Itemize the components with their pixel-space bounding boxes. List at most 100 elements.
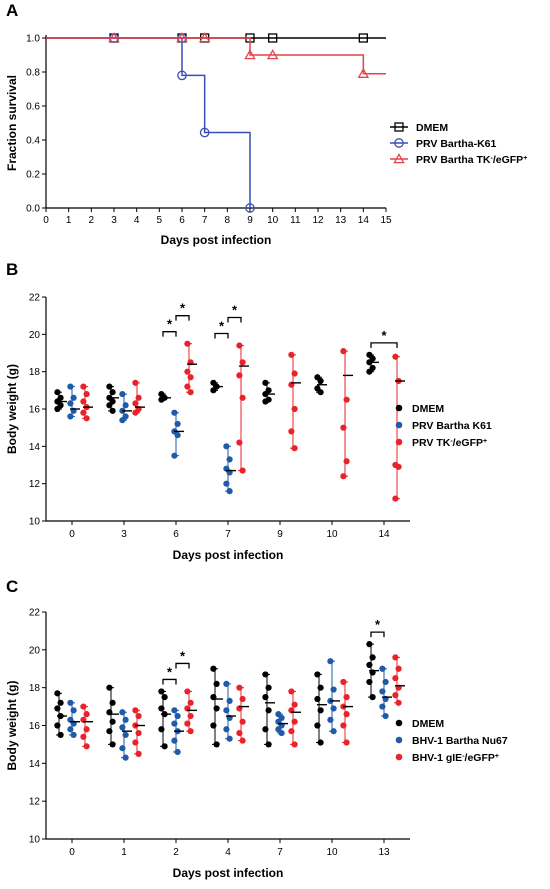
data-point [239,737,246,744]
y-tick-label: 0.8 [26,68,40,79]
x-tick-label: 2 [173,847,179,858]
data-point [184,688,191,695]
panel-b-letter: B [6,260,18,279]
panel-a-survival-chart: A0 1 2 3 4 5 6 7 8 9 10 11 12 13 14 150.00.20.40.60.81.… [5,1,527,247]
data-point [174,420,181,428]
data-point [330,686,337,693]
y-axis-title: Body weight (g) [5,364,19,454]
significance-bracket [162,331,177,337]
data-point [262,398,269,405]
data-point [291,701,298,708]
data-point [239,359,246,366]
legend-marker [395,753,403,761]
data-point [132,409,139,416]
legend-marker [395,736,403,744]
data-point [236,729,243,737]
data-point [262,726,269,733]
data-point [340,678,347,686]
significance-star: * [381,328,387,343]
x-axis-title: Days post infection [173,866,284,880]
x-tick-label: 0 [69,847,75,858]
significance-star: * [167,317,173,332]
data-point [54,722,61,729]
x-tick-label: 15 [380,215,392,226]
y-tick-label: 14 [29,442,41,453]
data-point [70,707,77,714]
x-tick-label: 6 [179,215,185,226]
data-point [366,678,373,686]
data-point [291,370,298,377]
data-point [395,463,402,470]
data-point [262,694,269,701]
significance-bracket [175,315,190,321]
data-point [291,445,298,452]
data-point [187,389,194,396]
x-tick-label: 7 [202,215,208,226]
data-point [379,688,386,695]
data-point [392,495,399,502]
y-tick-label: 0.4 [26,136,40,147]
y-tick-label: 10 [29,517,41,528]
data-point [184,383,191,390]
data-point [265,707,272,714]
data-point [366,661,373,669]
data-point [392,692,399,699]
data-point [226,456,233,463]
x-tick-label: 9 [247,215,253,226]
data-point [210,722,217,729]
legend-marker [395,438,403,446]
data-point [213,705,220,712]
data-point [158,726,165,733]
data-point [288,351,295,358]
survival-marker [108,32,120,43]
data-point [83,415,90,422]
x-tick-label: 7 [277,847,283,858]
series-prv-bartha-k61 [46,33,255,213]
legend-marker [395,421,403,429]
data-point [210,665,217,672]
data-point [54,690,61,697]
x-tick-label: 4 [225,847,231,858]
survival-marker [199,127,210,138]
significance-star: * [180,648,186,663]
data-point [171,452,178,459]
data-point [109,718,116,725]
data-point [106,402,113,409]
data-point [80,733,87,740]
x-axis-title: Days post infection [173,548,284,562]
x-tick-label: 10 [326,529,338,540]
data-point [70,731,77,739]
y-axis-title: Body weight (g) [5,681,19,771]
data-point [135,712,142,720]
data-point [132,739,139,746]
significance-star: * [167,664,173,679]
series-dmem [54,641,379,750]
data-point [317,684,324,691]
y-tick-label: 16 [29,721,41,732]
data-point [343,739,350,746]
data-point [67,413,74,420]
data-point [239,695,246,703]
significance-star: * [180,301,186,316]
data-point [343,396,350,403]
data-point [382,678,389,686]
data-point [239,394,246,401]
legend-label: BHV-1 Bartha Nu67 [412,735,508,747]
significance-bracket [162,678,177,685]
data-point [317,707,324,714]
data-point [132,400,139,407]
data-point [317,389,324,396]
data-point [366,368,373,375]
data-point [265,741,272,748]
data-point [366,641,373,648]
data-point [223,680,230,687]
significance-bracket [175,662,190,669]
data-point [80,409,87,416]
x-tick-label: 13 [378,847,390,858]
data-point [184,340,191,347]
legend-marker [394,122,404,132]
y-tick-label: 18 [29,683,41,694]
data-point [67,383,74,390]
x-tick-label: 10 [267,215,279,226]
